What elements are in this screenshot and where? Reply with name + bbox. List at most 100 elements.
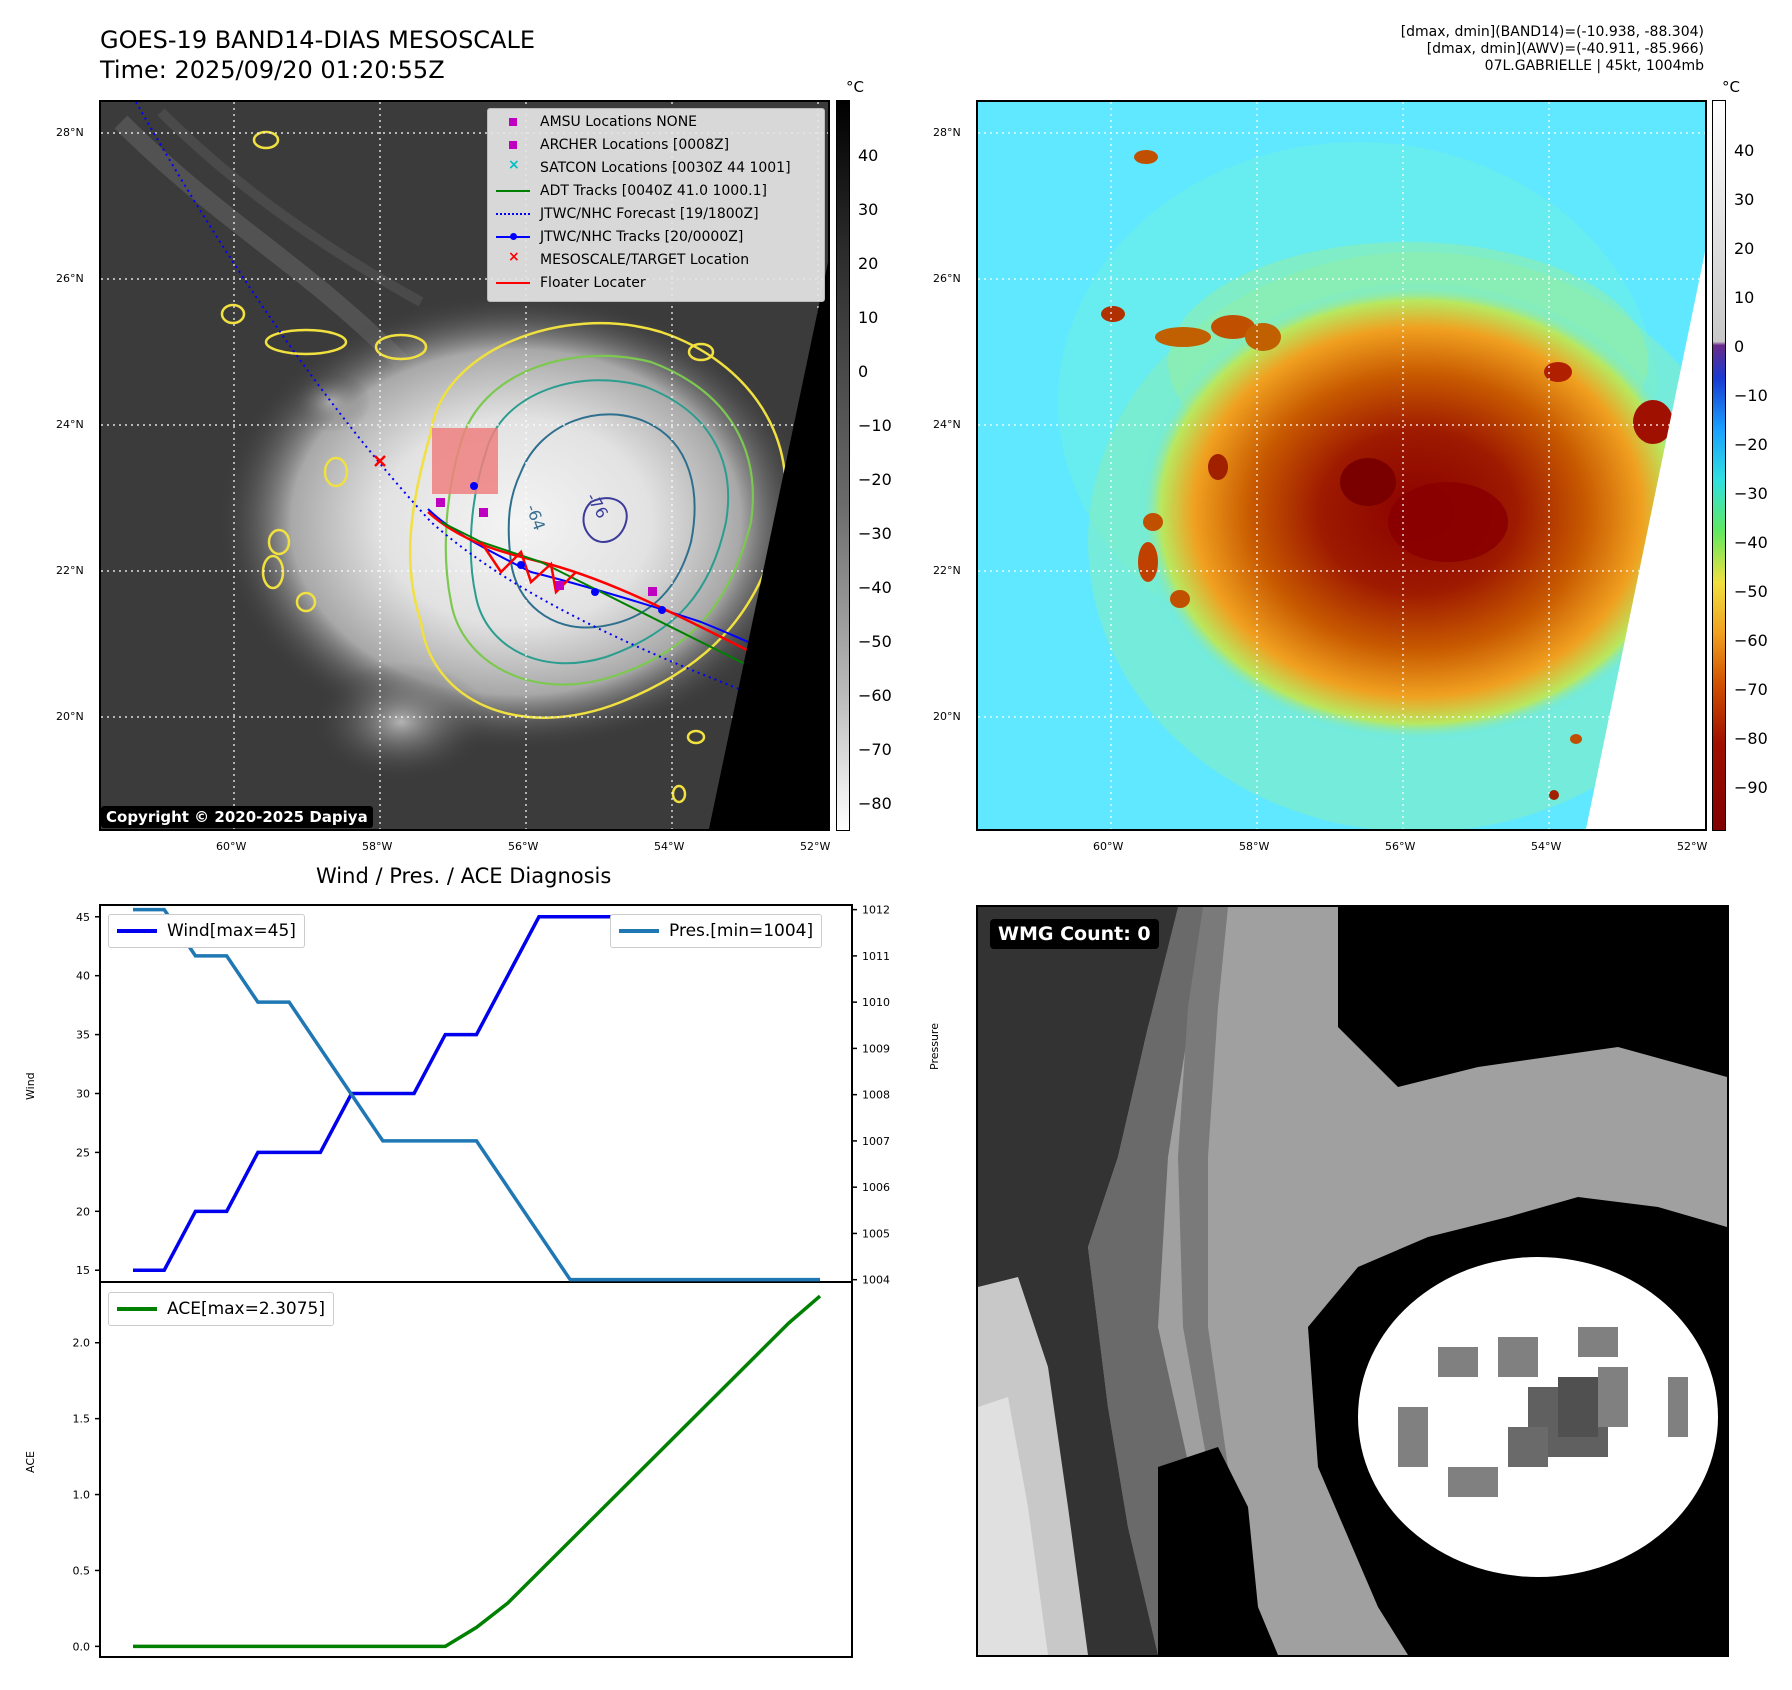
cb-tick: −10 — [858, 416, 892, 435]
x-marker-icon: × — [508, 249, 520, 265]
lon-tick: 58°W — [1239, 840, 1270, 853]
ir-map-panel: -64 -76 AMSU Locations NONE ARCHER Locat… — [99, 100, 830, 831]
figure-time: Time: 2025/09/20 01:20:55Z — [100, 56, 445, 84]
square-marker-icon — [496, 111, 530, 133]
ace-line-icon — [117, 1307, 157, 1311]
cb-tick: 20 — [858, 254, 879, 273]
cb-tick: 30 — [858, 200, 879, 219]
legend-label: JTWC/NHC Forecast [19/1800Z] — [540, 206, 759, 222]
wind-tick-label: 25 — [76, 1146, 90, 1159]
wind-tick-label: 20 — [76, 1205, 90, 1218]
cb-tick: −20 — [1734, 435, 1768, 454]
lat-tick: 26°N — [56, 272, 84, 285]
dotted-line-icon — [496, 203, 530, 225]
lat-tick: 26°N — [933, 272, 961, 285]
wind-tick-label: 15 — [76, 1264, 90, 1277]
line-marker-icon — [496, 180, 530, 202]
cb-tick: −90 — [1734, 778, 1768, 797]
legend-label: ARCHER Locations [0008Z] — [540, 137, 730, 153]
legend-label: SATCON Locations [0030Z 44 1001] — [540, 160, 791, 176]
ace-tick-label: 0.5 — [73, 1564, 91, 1577]
wind-tick-label: 45 — [76, 911, 90, 924]
cb-tick: 20 — [1734, 239, 1755, 258]
cb-tick: −60 — [1734, 631, 1768, 650]
lon-tick: 60°W — [216, 840, 247, 853]
ace-tick-label: 1.0 — [73, 1489, 91, 1502]
wind-legend-label: Wind[max=45] — [167, 921, 296, 941]
legend-item-archer: ARCHER Locations [0008Z] — [496, 134, 729, 156]
cb-tick: −50 — [1734, 582, 1768, 601]
cb-tick: 10 — [858, 308, 879, 327]
pressure-legend-label: Pres.[min=1004] — [669, 921, 814, 941]
diagnosis-title: Wind / Pres. / ACE Diagnosis — [316, 864, 612, 888]
lat-tick: 24°N — [56, 418, 84, 431]
lon-tick: 60°W — [1093, 840, 1124, 853]
legend-label: ADT Tracks [0040Z 41.0 1000.1] — [540, 183, 767, 199]
ace-tick-label: 2.0 — [73, 1337, 91, 1350]
ir-colorbar — [836, 100, 850, 831]
legend-item-adt: ADT Tracks [0040Z 41.0 1000.1] — [496, 180, 767, 202]
cb-tick: −30 — [1734, 484, 1768, 503]
ace-tick-label: 1.5 — [73, 1413, 91, 1426]
cb-tick: 10 — [1734, 288, 1755, 307]
lat-tick: 20°N — [933, 710, 961, 723]
legend-item-tracks: JTWC/NHC Tracks [20/0000Z] — [496, 226, 743, 248]
wind-line-icon — [117, 929, 157, 933]
lon-tick: 54°W — [1531, 840, 1562, 853]
cb-tick: 0 — [858, 362, 869, 381]
cb-tick: −50 — [858, 632, 892, 651]
legend-item-amsu: AMSU Locations NONE — [496, 111, 697, 133]
legend-item-floater: Floater Locater — [496, 272, 646, 294]
lat-tick: 20°N — [56, 710, 84, 723]
lat-tick: 22°N — [933, 564, 961, 577]
pressure-tick-label: 1012 — [862, 904, 890, 917]
copyright-badge: Copyright © 2020-2025 Dapiya — [101, 806, 373, 828]
lat-tick: 28°N — [56, 126, 84, 139]
ir-colorbar-unit: °C — [846, 78, 864, 96]
ace-legend-label: ACE[max=2.3075] — [167, 1299, 325, 1319]
wind-tick-label: 35 — [76, 1029, 90, 1042]
ace-series-line — [133, 1294, 822, 1649]
cb-tick: −40 — [1734, 533, 1768, 552]
cb-tick: −30 — [858, 524, 892, 543]
lon-tick: 52°W — [1677, 840, 1708, 853]
lon-tick: 56°W — [1385, 840, 1416, 853]
awv-map-panel — [976, 100, 1707, 831]
wmg-panel: WMG Count: 0 — [976, 905, 1729, 1657]
legend-item-forecast: JTWC/NHC Forecast [19/1800Z] — [496, 203, 759, 225]
pressure-tick-label: 1010 — [862, 996, 890, 1009]
wind-tick-label: 30 — [76, 1088, 90, 1101]
cb-tick: 40 — [858, 146, 879, 165]
lat-tick: 22°N — [56, 564, 84, 577]
lon-tick: 58°W — [362, 840, 393, 853]
info-block: [dmax, dmin](BAND14)=(-10.938, -88.304) … — [1401, 24, 1704, 75]
map-legend: AMSU Locations NONE ARCHER Locations [00… — [487, 108, 825, 302]
pressure-tick-label: 1006 — [862, 1181, 890, 1194]
square-marker-icon — [496, 134, 530, 156]
ace-legend: ACE[max=2.3075] — [108, 1292, 334, 1326]
legend-item-mesoscale: × MESOSCALE/TARGET Location — [496, 249, 749, 271]
lon-tick: 54°W — [654, 840, 685, 853]
line-marker-icon — [496, 272, 530, 294]
ace-plot-frame — [99, 1281, 853, 1658]
legend-label: JTWC/NHC Tracks [20/0000Z] — [540, 229, 744, 245]
wmg-count-badge: WMG Count: 0 — [990, 919, 1159, 949]
pressure-legend: Pres.[min=1004] — [610, 914, 823, 948]
cb-tick: −80 — [858, 794, 892, 813]
pressure-tick-label: 1004 — [862, 1274, 890, 1287]
wind-tick-label: 40 — [76, 970, 90, 983]
lon-tick: 52°W — [800, 840, 831, 853]
pressure-line-icon — [619, 929, 659, 933]
info-awv: [dmax, dmin](AWV)=(-40.911, -85.966) — [1426, 41, 1704, 57]
lon-tick: 56°W — [508, 840, 539, 853]
diagnosis-chart: 15 20 25 30 35 40 45 1004 1005 1006 1007 1008 1009 10… — [73, 904, 890, 1658]
awv-map-image — [978, 102, 1705, 829]
cb-tick: −60 — [858, 686, 892, 705]
lat-tick: 24°N — [933, 418, 961, 431]
info-storm: 07L.GABRIELLE | 45kt, 1004mb — [1484, 58, 1704, 74]
legend-label: AMSU Locations NONE — [540, 114, 698, 130]
legend-label: Floater Locater — [540, 275, 646, 291]
awv-colorbar — [1712, 100, 1726, 831]
legend-item-satcon: × SATCON Locations [0030Z 44 1001] — [496, 157, 791, 179]
cb-tick: 0 — [1734, 337, 1745, 356]
